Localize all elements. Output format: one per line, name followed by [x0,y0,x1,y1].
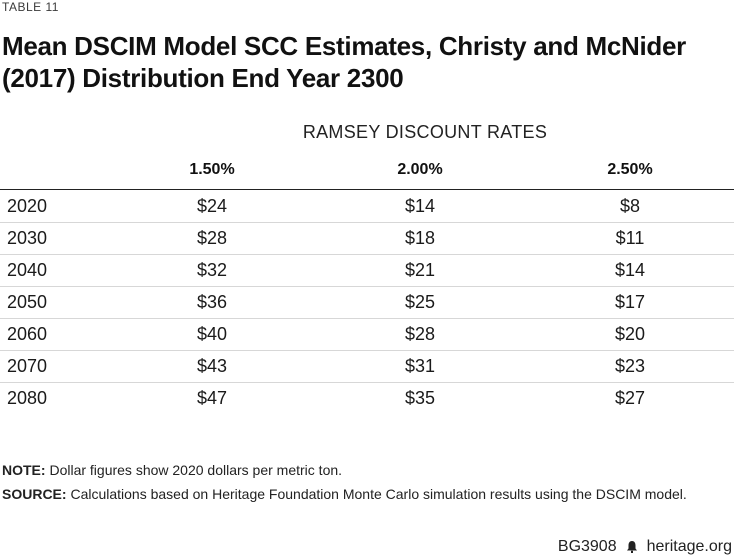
table-row: 2040 $32 $21 $14 [0,254,734,287]
note: NOTE: Dollar figures show 2020 dollars p… [2,462,342,478]
row-year: 2080 [7,388,48,408]
footer: BG3908 heritage.org [558,538,732,556]
row-year: 2030 [7,228,48,248]
table-row: 2060 $40 $28 $20 [0,318,734,351]
column-header-1: 1.50% [189,161,235,178]
source-text: Calculations based on Heritage Foundatio… [66,486,687,502]
row-value-3: $14 [614,260,646,280]
table-row: 2020 $24 $14 $8 [0,190,734,223]
note-label: NOTE: [2,462,46,478]
header-rule [0,189,734,190]
row-value-3: $20 [614,324,646,344]
table-row: 2050 $36 $25 $17 [0,286,734,319]
row-year: 2040 [7,260,48,280]
row-value-1: $40 [196,324,228,344]
row-value-2: $25 [404,292,436,312]
row-value-2: $31 [404,356,436,376]
table-row: 2030 $28 $18 $11 [0,222,734,255]
row-value-3: $23 [614,356,646,376]
row-value-1: $47 [196,388,228,408]
column-header-2: 2.00% [397,161,443,178]
row-value-1: $24 [196,196,228,216]
report-code: BG3908 [557,538,617,555]
liberty-bell-icon [626,541,637,553]
row-value-2: $35 [404,388,436,408]
row-value-1: $36 [196,292,228,312]
row-value-2: $21 [404,260,436,280]
table-row: 2080 $47 $35 $27 [0,382,734,414]
row-value-2: $18 [404,228,436,248]
row-value-2: $28 [404,324,436,344]
row-value-3: $27 [614,388,646,408]
row-value-1: $28 [196,228,228,248]
row-value-1: $32 [196,260,228,280]
source-label: SOURCE: [2,486,67,502]
column-group-header: RAMSEY DISCOUNT RATES [302,122,548,142]
source-note: SOURCE: Calculations based on Heritage F… [2,486,687,502]
row-value-3: $8 [619,196,641,216]
row-year: 2070 [7,356,48,376]
row-year: 2060 [7,324,48,344]
site-link[interactable]: heritage.org [646,538,732,555]
row-value-3: $11 [615,228,645,248]
column-header-3: 2.50% [607,161,653,178]
row-value-3: $17 [614,292,646,312]
row-year: 2050 [7,292,48,312]
note-text: Dollar figures show 2020 dollars per met… [45,462,343,478]
row-year: 2020 [7,196,48,216]
row-value-1: $43 [196,356,228,376]
row-value-2: $14 [404,196,436,216]
table-title: Mean DSCIM Model SCC Estimates, Christy … [2,31,686,93]
table-row: 2070 $43 $31 $23 [0,350,734,383]
table-label: TABLE 11 [2,0,59,14]
